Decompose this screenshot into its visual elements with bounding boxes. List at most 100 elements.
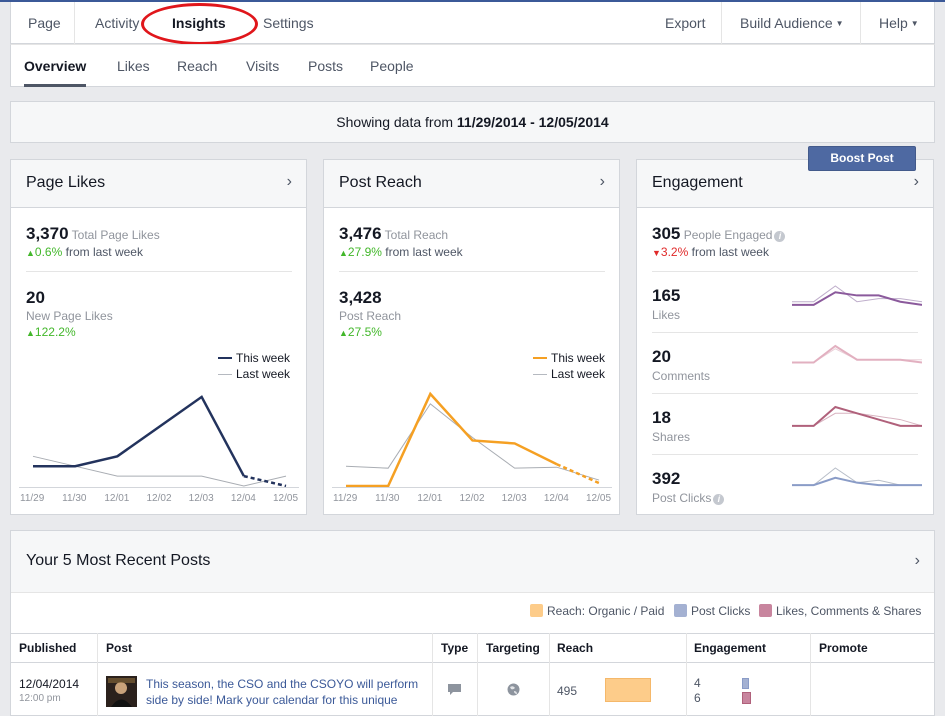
post-thumbnail[interactable]	[106, 676, 137, 707]
engaged-change-label: from last week	[691, 245, 769, 259]
engagement-header[interactable]: Engagement ›	[637, 160, 933, 208]
column-targeting[interactable]: Targeting	[486, 641, 540, 655]
x-tick-label: 12/04	[543, 493, 569, 504]
post-clicks-sparkline	[792, 467, 922, 487]
comments-sparkline	[792, 344, 922, 364]
post-clicks-value: 392	[652, 469, 681, 488]
build-audience-label: Build Audience	[740, 15, 833, 31]
divider	[74, 2, 75, 44]
subtab-people[interactable]: People	[370, 58, 414, 74]
chevron-right-icon[interactable]: ›	[286, 173, 292, 190]
build-audience-menu[interactable]: Build Audience ▼	[740, 2, 844, 44]
comments-label: Comments	[652, 369, 711, 383]
x-tick-label: 12/03	[188, 493, 214, 504]
info-icon[interactable]: i	[774, 231, 786, 242]
legend-swatch	[759, 604, 772, 617]
subtab-overview[interactable]: Overview	[24, 45, 87, 87]
legend-swatch	[218, 374, 232, 375]
column-promote[interactable]: Promote	[819, 641, 868, 655]
subtab-posts[interactable]: Posts	[308, 58, 344, 74]
x-tick-label: 11/29	[20, 493, 45, 504]
legend-this-week: This week	[218, 351, 290, 365]
page-likes-chart	[32, 395, 287, 488]
divider	[652, 393, 918, 394]
column-post[interactable]: Post	[106, 641, 133, 655]
divider	[339, 271, 605, 272]
globe-icon[interactable]	[507, 683, 520, 699]
post-date: 12/04/2014	[19, 677, 80, 691]
divider	[26, 271, 292, 272]
likes-value: 6	[694, 691, 701, 705]
divider	[860, 2, 861, 44]
column-divider	[686, 633, 687, 716]
legend-likes-comments-shares: Likes, Comments & Shares	[759, 604, 921, 618]
legend-swatch	[533, 374, 547, 375]
export-button[interactable]: Export	[665, 15, 706, 31]
triangle-up-icon: ▲	[26, 248, 35, 258]
x-tick-label: 12/05	[273, 493, 299, 504]
recent-posts-header[interactable]: Your 5 Most Recent Posts ›	[11, 531, 934, 593]
chevron-right-icon[interactable]: ›	[913, 173, 919, 190]
insights-subnav: Overview Likes Reach Visits Posts People	[10, 44, 935, 87]
subtab-visits[interactable]: Visits	[246, 58, 280, 74]
x-tick-label: 12/01	[417, 493, 443, 504]
help-label: Help	[879, 15, 908, 31]
series-line-1	[345, 403, 600, 481]
series-line-0	[792, 291, 922, 306]
chart-baseline	[332, 487, 612, 488]
page-likes-card: Page Likes › 3,370 Total Page Likes ▲0.6…	[10, 159, 307, 515]
post-clicks-label: Post Clicks i	[652, 491, 725, 505]
post-reach-header[interactable]: Post Reach ›	[324, 160, 619, 208]
subtab-reach[interactable]: Reach	[177, 58, 218, 74]
triangle-up-icon: ▲	[339, 328, 348, 338]
comments-value: 20	[652, 347, 671, 366]
info-icon[interactable]: i	[713, 494, 725, 505]
reach-bar	[605, 678, 651, 702]
x-tick-label: 12/01	[104, 493, 130, 504]
boost-post-button[interactable]: Boost Post	[808, 146, 916, 171]
post-reach-value: 3,428	[339, 288, 382, 307]
subtab-likes[interactable]: Likes	[117, 58, 150, 74]
legend-label: Last week	[236, 367, 291, 381]
series-line-0	[33, 395, 245, 477]
caret-down-icon: ▼	[910, 19, 919, 28]
divider	[652, 332, 918, 333]
legend-this-week: This week	[533, 351, 605, 365]
engagement-card: Engagement › 305 People Engaged i ▼3.2% f…	[636, 159, 934, 515]
post-text-link[interactable]: This season, the CSO and the CSOYO will …	[146, 677, 419, 707]
legend-label: Reach: Organic / Paid	[547, 604, 665, 618]
divider	[652, 271, 918, 272]
tab-activity[interactable]: Activity	[95, 15, 140, 31]
x-tick-label: 12/02	[459, 493, 485, 504]
divider	[721, 2, 722, 44]
page-likes-header[interactable]: Page Likes ›	[11, 160, 306, 208]
new-change: ▲122.2%	[26, 325, 76, 339]
help-menu[interactable]: Help ▼	[879, 2, 919, 44]
column-type[interactable]: Type	[441, 641, 469, 655]
card-title: Post Reach	[339, 174, 422, 191]
total-reach-label: Total Reach	[384, 228, 449, 242]
triangle-down-icon: ▼	[652, 248, 661, 258]
triangle-up-icon: ▲	[339, 248, 348, 258]
engaged-change-value: 3.2%	[660, 245, 689, 259]
tab-page[interactable]: Page	[28, 15, 61, 31]
recent-posts-panel: Your 5 Most Recent Posts › Reach: Organi…	[10, 530, 935, 716]
likes-label: Likes	[652, 308, 681, 322]
likes-bar	[742, 692, 751, 704]
chevron-right-icon[interactable]: ›	[914, 552, 920, 569]
tab-settings[interactable]: Settings	[263, 15, 314, 31]
chevron-right-icon[interactable]: ›	[599, 173, 605, 190]
column-engagement[interactable]: Engagement	[694, 641, 767, 655]
series-line-0	[792, 405, 922, 427]
legend-swatch	[530, 604, 543, 617]
shares-value: 18	[652, 408, 671, 427]
total-change-label: from last week	[385, 245, 463, 259]
column-reach[interactable]: Reach	[557, 641, 594, 655]
shares-sparkline	[792, 405, 922, 427]
legend-swatch	[533, 357, 547, 359]
post-change-value: 27.5%	[347, 325, 382, 339]
column-published[interactable]: Published	[19, 641, 77, 655]
column-divider	[432, 633, 433, 716]
series-line-1	[792, 285, 922, 303]
legend-swatch	[674, 604, 687, 617]
